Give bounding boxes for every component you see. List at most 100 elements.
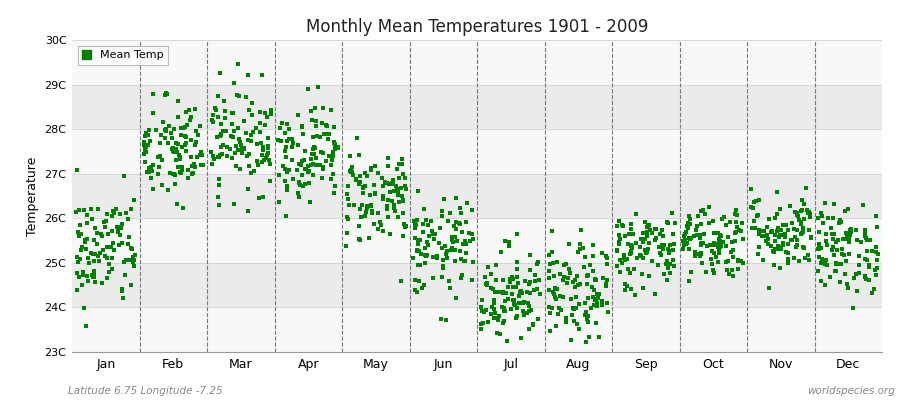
Point: [791, 217, 806, 224]
Point: [706, 242, 721, 249]
Point: [212, 202, 226, 208]
Point: [710, 244, 724, 251]
Point: [743, 204, 758, 210]
Point: [497, 308, 511, 314]
Point: [479, 281, 493, 287]
Point: [783, 203, 797, 209]
Point: [328, 141, 342, 147]
Point: [261, 143, 275, 150]
Point: [274, 120, 289, 126]
Point: [125, 246, 140, 252]
Point: [159, 128, 174, 134]
Point: [185, 170, 200, 176]
Point: [528, 278, 543, 284]
Point: [820, 242, 834, 248]
Point: [590, 303, 605, 309]
Point: [736, 260, 751, 266]
Point: [376, 183, 391, 189]
Point: [526, 322, 540, 329]
Point: [255, 159, 269, 166]
Point: [273, 125, 287, 132]
Point: [138, 159, 152, 165]
Point: [112, 232, 127, 238]
Point: [724, 267, 739, 274]
Point: [587, 302, 601, 308]
Point: [263, 178, 277, 184]
Point: [788, 226, 802, 232]
Point: [439, 251, 454, 257]
Point: [655, 246, 670, 252]
Point: [395, 233, 410, 239]
Point: [694, 240, 708, 246]
Point: [112, 242, 126, 248]
Point: [867, 286, 881, 292]
Point: [76, 282, 90, 288]
Point: [772, 246, 787, 252]
Point: [381, 163, 395, 170]
Point: [139, 143, 153, 150]
Point: [481, 264, 495, 270]
Point: [503, 306, 517, 313]
Point: [860, 236, 875, 243]
Point: [566, 305, 580, 312]
Point: [73, 256, 87, 262]
Point: [628, 292, 643, 298]
Point: [213, 152, 228, 158]
Point: [860, 257, 874, 263]
Point: [398, 224, 412, 230]
Point: [688, 252, 703, 259]
Point: [580, 313, 595, 319]
Point: [261, 135, 275, 141]
Point: [409, 222, 423, 228]
Point: [224, 155, 238, 162]
Point: [498, 298, 512, 305]
Point: [351, 223, 365, 229]
Point: [326, 153, 340, 159]
Point: [814, 260, 828, 266]
Point: [466, 236, 481, 242]
Point: [454, 210, 469, 216]
Point: [542, 304, 556, 310]
Point: [796, 229, 810, 236]
Point: [75, 244, 89, 250]
Point: [173, 156, 187, 162]
Point: [90, 241, 104, 248]
Point: [695, 260, 709, 266]
Point: [729, 207, 743, 214]
Point: [85, 272, 99, 278]
Point: [396, 198, 410, 205]
Point: [491, 313, 506, 319]
Point: [509, 259, 524, 265]
Point: [360, 173, 374, 180]
Point: [418, 245, 432, 252]
Point: [309, 118, 323, 124]
Point: [171, 98, 185, 104]
Point: [851, 253, 866, 260]
Point: [175, 144, 189, 151]
Point: [154, 131, 168, 138]
Point: [803, 214, 817, 220]
Point: [323, 162, 338, 168]
Point: [522, 303, 536, 310]
Point: [842, 227, 857, 233]
Point: [712, 245, 726, 252]
Point: [227, 80, 241, 87]
Point: [871, 250, 886, 257]
Point: [730, 224, 744, 230]
Point: [776, 242, 790, 248]
Point: [364, 166, 379, 173]
Point: [70, 287, 85, 294]
Point: [183, 117, 197, 124]
Point: [500, 296, 515, 302]
Point: [648, 226, 662, 232]
Point: [480, 282, 494, 288]
Point: [480, 280, 494, 286]
Point: [870, 224, 885, 230]
Point: [497, 305, 511, 312]
Point: [568, 277, 582, 283]
Point: [524, 307, 538, 313]
Point: [123, 206, 138, 212]
Point: [869, 249, 884, 256]
Point: [408, 276, 422, 283]
Point: [811, 246, 825, 252]
